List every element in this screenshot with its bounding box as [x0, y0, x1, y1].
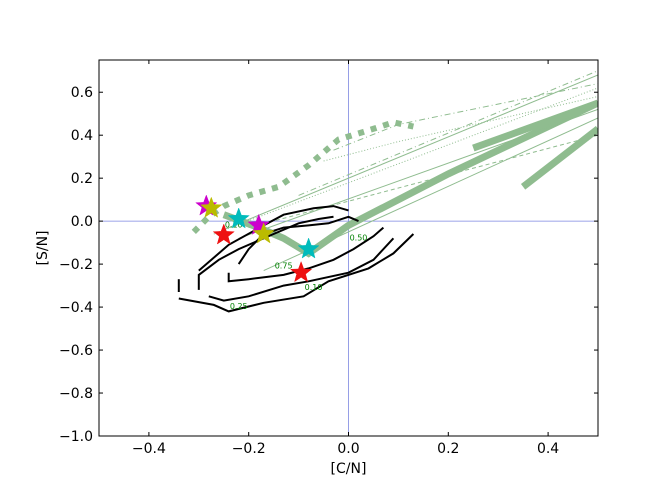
y-axis-label: [S/N]	[35, 231, 51, 266]
model-track	[263, 117, 598, 272]
star-marker	[289, 260, 313, 283]
model-track	[298, 70, 598, 196]
star-marker	[297, 237, 320, 259]
reference-lines	[99, 60, 598, 436]
contour-line	[198, 205, 349, 272]
contour-label: 0.25	[230, 302, 248, 311]
y-tick-label: −0.4	[59, 300, 93, 316]
y-tick-label: −0.8	[59, 386, 93, 402]
y-axis: −1.0 −0.8 −0.6 −0.4 −0.2 0.0 0.2 0.4 0.6	[59, 85, 598, 445]
y-tick-label: 0.4	[71, 128, 93, 144]
stars	[195, 194, 320, 283]
model-track	[520, 126, 598, 190]
y-tick-label: −0.2	[59, 257, 93, 273]
contours	[177, 205, 415, 313]
y-tick-label: −0.6	[59, 343, 93, 359]
x-tick-label: 0.2	[437, 441, 459, 457]
x-tick-label: −0.4	[132, 441, 166, 457]
x-axis: −0.4 −0.2 0.0 0.2 0.4	[132, 60, 559, 457]
model-track	[248, 134, 598, 229]
model-track	[213, 87, 598, 235]
contour-line	[227, 226, 385, 283]
plot-frame	[98, 59, 599, 437]
x-axis-label: [C/N]	[331, 461, 367, 477]
x-tick-label: 0.4	[537, 441, 559, 457]
contour-line	[208, 237, 395, 302]
x-tick-label: −0.2	[232, 441, 266, 457]
star-marker	[200, 196, 223, 218]
y-tick-label: 0.6	[71, 85, 93, 101]
model-track	[238, 108, 598, 239]
contour-label: 0.50	[350, 233, 368, 242]
contour-line	[178, 233, 415, 313]
contour-label: 0.75	[275, 261, 293, 270]
model-track	[323, 96, 598, 162]
star-marker	[212, 223, 235, 245]
y-tick-label: −1.0	[59, 429, 93, 445]
model-track	[333, 83, 598, 151]
star-marker	[247, 213, 270, 235]
model-track	[223, 74, 598, 231]
y-tick-label: 0.2	[71, 171, 93, 187]
model-track	[472, 99, 598, 152]
star-marker	[252, 222, 275, 244]
contour-line	[237, 215, 359, 265]
y-tick-label: 0.0	[71, 214, 93, 230]
contour-label: 0.10	[305, 283, 323, 292]
star-marker	[227, 207, 250, 229]
x-tick-label: 0.0	[337, 441, 359, 457]
